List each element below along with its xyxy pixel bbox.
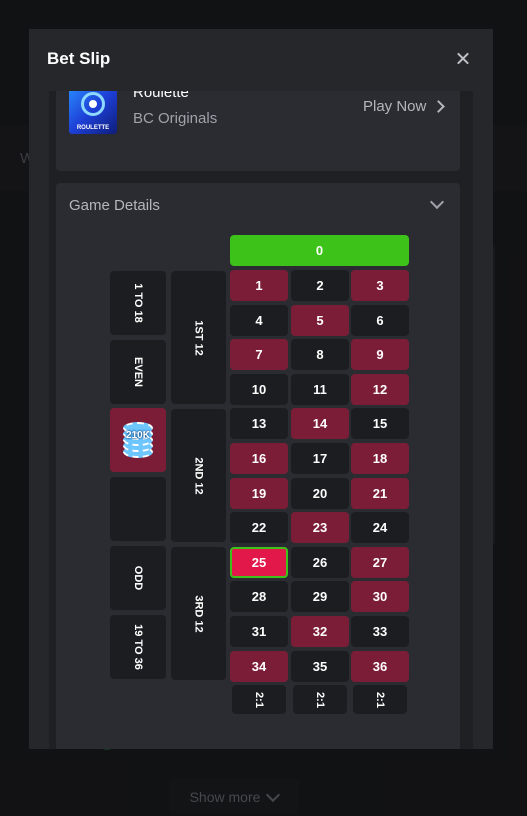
number-cell-3[interactable]: 3	[351, 270, 409, 301]
dozen-bet-label: 1ST 12	[192, 319, 205, 356]
game-name: Roulette	[133, 91, 189, 101]
game-card: ROULETTE Roulette BC Originals Play Now	[56, 91, 460, 171]
modal-title: Bet Slip	[47, 49, 111, 68]
outside-bet-label: 19 TO 36	[131, 624, 144, 670]
number-cell-22[interactable]: 22	[230, 512, 288, 543]
chip-amount: 210K	[126, 430, 150, 441]
play-now-button[interactable]: Play Now	[363, 98, 446, 115]
chevron-right-icon	[432, 100, 446, 113]
dozen-bet-1[interactable]: 1ST 12	[171, 271, 226, 404]
outside-bet-label: EVEN	[132, 357, 144, 387]
roulette-wheel-icon	[81, 92, 105, 116]
number-cell-11[interactable]: 11	[291, 374, 349, 405]
column-bet-label: 2:1	[253, 691, 265, 708]
show-more-label: Show more	[189, 789, 261, 805]
number-cell-26[interactable]: 26	[291, 547, 349, 578]
number-cell-7[interactable]: 7	[230, 339, 288, 370]
number-cell-36[interactable]: 36	[351, 651, 409, 682]
number-cell-30[interactable]: 30	[351, 581, 409, 612]
dozen-bet-3[interactable]: 3RD 12	[171, 547, 226, 680]
chevron-down-icon[interactable]	[429, 194, 445, 210]
number-cell-8[interactable]: 8	[291, 339, 349, 370]
column-bet-label: 2:1	[314, 691, 326, 708]
bet-chip-icon: 210K	[123, 420, 153, 458]
number-cell-32[interactable]: 32	[291, 616, 349, 647]
number-cell-17[interactable]: 17	[291, 443, 349, 474]
chip-disc	[123, 422, 153, 434]
number-cell-10[interactable]: 10	[230, 374, 288, 405]
number-cell-29[interactable]: 29	[291, 581, 349, 612]
number-cell-16[interactable]: 16	[230, 443, 288, 474]
number-cell-21[interactable]: 21	[351, 478, 409, 509]
outside-bet-5[interactable]: ODD	[110, 546, 166, 610]
number-cell-15[interactable]: 15	[351, 408, 409, 439]
number-cell-19[interactable]: 19	[230, 478, 288, 509]
play-now-label: Play Now	[363, 98, 427, 115]
number-cell-5[interactable]: 5	[291, 305, 349, 336]
number-cell-35[interactable]: 35	[291, 651, 349, 682]
number-cell-33[interactable]: 33	[351, 616, 409, 647]
number-cell-28[interactable]: 28	[230, 581, 288, 612]
number-cell-20[interactable]: 20	[291, 478, 349, 509]
number-cell-23[interactable]: 23	[291, 512, 349, 543]
number-cell-4[interactable]: 4	[230, 305, 288, 336]
outside-bet-6[interactable]: 19 TO 36	[110, 615, 166, 679]
thumbnail-label: ROULETTE	[76, 125, 110, 131]
outside-bet-4[interactable]	[110, 477, 166, 541]
show-more-button[interactable]: Show more	[169, 779, 299, 815]
number-cell-18[interactable]: 18	[351, 443, 409, 474]
column-bet-1[interactable]: 2:1	[232, 685, 286, 714]
number-cell-25[interactable]: 25	[230, 547, 288, 578]
number-cell-9[interactable]: 9	[351, 339, 409, 370]
column-bet-3[interactable]: 2:1	[353, 685, 407, 714]
number-cell-24[interactable]: 24	[351, 512, 409, 543]
column-bet-label: 2:1	[374, 691, 386, 708]
number-cell-34[interactable]: 34	[230, 651, 288, 682]
roulette-thumbnail: ROULETTE	[69, 91, 117, 134]
number-cell-2[interactable]: 2	[291, 270, 349, 301]
number-cell-27[interactable]: 27	[351, 547, 409, 578]
number-cell-13[interactable]: 13	[230, 408, 288, 439]
number-cell-1[interactable]: 1	[230, 270, 288, 301]
number-cell-31[interactable]: 31	[230, 616, 288, 647]
number-cell-0[interactable]: 0	[230, 235, 409, 266]
outside-bet-3[interactable]: 210K	[110, 408, 166, 472]
close-icon[interactable]	[453, 49, 473, 69]
game-provider: BC Originals	[133, 110, 218, 127]
number-cell-14[interactable]: 14	[291, 408, 349, 439]
modal-header: Bet Slip	[29, 29, 493, 91]
game-details-title[interactable]: Game Details	[69, 197, 160, 214]
dozen-bet-label: 2ND 12	[192, 456, 205, 495]
number-cell-12[interactable]: 12	[351, 374, 409, 405]
outside-bet-1[interactable]: 1 TO 18	[110, 271, 166, 335]
dozen-bet-2[interactable]: 2ND 12	[171, 409, 226, 542]
column-bet-2[interactable]: 2:1	[293, 685, 347, 714]
outside-bet-label: 1 TO 18	[131, 283, 144, 323]
outside-bet-label: ODD	[131, 565, 144, 591]
outside-bet-2[interactable]: EVEN	[110, 340, 166, 404]
dozen-bet-label: 3RD 12	[192, 594, 205, 633]
number-cell-6[interactable]: 6	[351, 305, 409, 336]
